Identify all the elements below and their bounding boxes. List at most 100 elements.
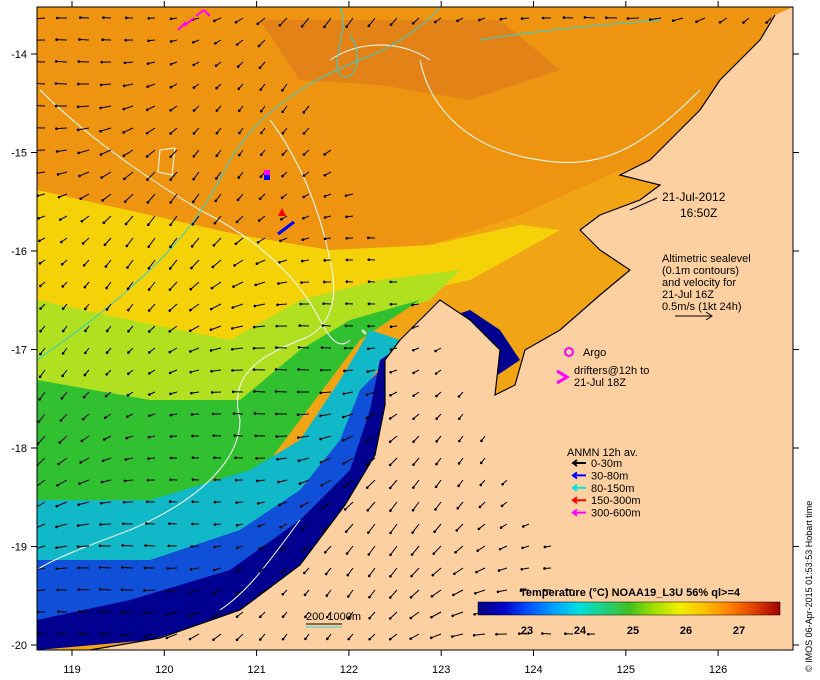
velocity-arrow-head	[278, 503, 281, 507]
velocity-arrow	[389, 457, 398, 466]
velocity-arrow-head	[191, 522, 194, 526]
velocity-arrow-head	[258, 638, 262, 641]
velocity-arrow	[144, 611, 156, 614]
velocity-arrow	[122, 566, 134, 569]
velocity-arrow	[413, 457, 420, 465]
velocity-arrow	[431, 611, 442, 618]
velocity-arrow-head	[189, 370, 193, 374]
velocity-arrow	[80, 193, 90, 200]
velocity-arrow	[366, 479, 376, 488]
velocity-arrow-head	[212, 615, 215, 618]
velocity-arrow	[123, 149, 134, 157]
velocity-arrow-head	[55, 127, 58, 130]
velocity-arrow-head	[212, 568, 216, 572]
velocity-arrow-head	[126, 308, 130, 312]
velocity-arrow-head	[234, 478, 238, 482]
velocity-arrow-head	[498, 547, 502, 551]
velocity-arrow-head	[648, 18, 652, 21]
velocity-arrow-head	[453, 572, 456, 576]
mooring-icon	[361, 329, 367, 335]
velocity-arrow	[100, 149, 112, 155]
velocity-arrow	[497, 589, 508, 593]
anmn-legend-label: 300-600m	[591, 508, 641, 520]
velocity-arrow-head	[388, 637, 392, 641]
velocity-arrow-head	[300, 25, 304, 28]
velocity-arrow	[102, 457, 112, 462]
velocity-arrow-head	[323, 194, 327, 198]
velocity-arrow	[101, 479, 112, 483]
velocity-arrow	[61, 391, 68, 399]
velocity-arrow-head	[230, 347, 234, 351]
velocity-arrow	[146, 127, 156, 134]
velocity-arrow-head	[147, 16, 151, 20]
velocity-arrow-head	[61, 329, 65, 333]
velocity-arrow	[105, 259, 112, 267]
velocity-arrow	[390, 17, 398, 26]
velocity-arrow-head	[81, 242, 85, 245]
velocity-arrow-head	[452, 593, 455, 597]
mooring-icon	[264, 175, 270, 180]
velocity-arrow-head	[213, 523, 217, 526]
x-tick-label: 126	[709, 664, 727, 676]
velocity-arrow-head	[122, 84, 126, 88]
velocity-arrow-head	[365, 393, 369, 396]
drifter-label-1: drifters@12h to	[574, 365, 649, 377]
velocity-arrow-head	[235, 43, 239, 46]
velocity-arrow-head	[718, 20, 722, 24]
y-tick-label: -20	[11, 640, 27, 652]
velocity-arrow	[148, 325, 156, 332]
velocity-arrow-head	[57, 632, 61, 635]
velocity-arrow-head	[54, 82, 58, 85]
velocity-arrow	[368, 567, 376, 577]
velocity-arrow	[390, 523, 398, 534]
velocity-arrow-head	[235, 523, 239, 527]
velocity-arrow	[276, 368, 288, 371]
altimetry-line-2: (0.1m contours)	[662, 265, 739, 277]
velocity-arrow-head	[451, 635, 454, 638]
velocity-arrow-head	[298, 324, 302, 327]
velocity-arrow-head	[474, 591, 477, 595]
velocity-arrow	[411, 567, 420, 577]
velocity-arrow-head	[104, 394, 108, 398]
velocity-arrow-head	[366, 508, 370, 512]
velocity-arrow-head	[343, 508, 347, 511]
velocity-arrow-head	[169, 40, 173, 43]
velocity-arrow	[585, 16, 596, 19]
velocity-arrow	[256, 259, 266, 265]
velocity-arrow-head	[167, 544, 170, 548]
velocity-arrow-head	[320, 483, 324, 487]
velocity-arrow-head	[192, 40, 195, 44]
velocity-arrow-head	[191, 500, 195, 504]
velocity-arrow-head	[258, 197, 262, 200]
velocity-arrow	[148, 303, 156, 311]
velocity-arrow-head	[323, 237, 327, 241]
velocity-arrow-head	[214, 41, 217, 45]
velocity-arrow-head	[122, 107, 126, 111]
velocity-arrow-head	[189, 308, 192, 312]
velocity-arrow-head	[192, 132, 196, 135]
velocity-arrow-head	[168, 371, 172, 375]
velocity-arrow-head	[83, 373, 87, 377]
velocity-arrow	[452, 633, 464, 638]
velocity-arrow	[236, 633, 244, 641]
velocity-arrow-head	[60, 262, 64, 266]
velocity-arrow	[454, 567, 464, 575]
velocity-arrow	[123, 105, 134, 110]
velocity-arrow-head	[479, 461, 483, 465]
velocity-arrow-head	[191, 478, 195, 481]
velocity-arrow	[190, 589, 200, 593]
velocity-arrow-head	[342, 392, 346, 396]
scale-arrow-icon	[675, 311, 713, 321]
velocity-arrow-head	[345, 302, 348, 305]
velocity-arrow-head	[564, 632, 567, 636]
velocity-arrow-head	[257, 44, 261, 48]
velocity-arrow-head	[256, 502, 260, 505]
velocity-arrow	[57, 149, 68, 153]
velocity-arrow-head	[235, 546, 239, 550]
velocity-arrow-head	[212, 434, 216, 437]
velocity-arrow-head	[367, 24, 371, 28]
velocity-arrow-head	[256, 479, 259, 483]
velocity-arrow-head	[626, 17, 630, 20]
velocity-arrow	[169, 347, 178, 353]
velocity-arrow	[368, 17, 376, 27]
